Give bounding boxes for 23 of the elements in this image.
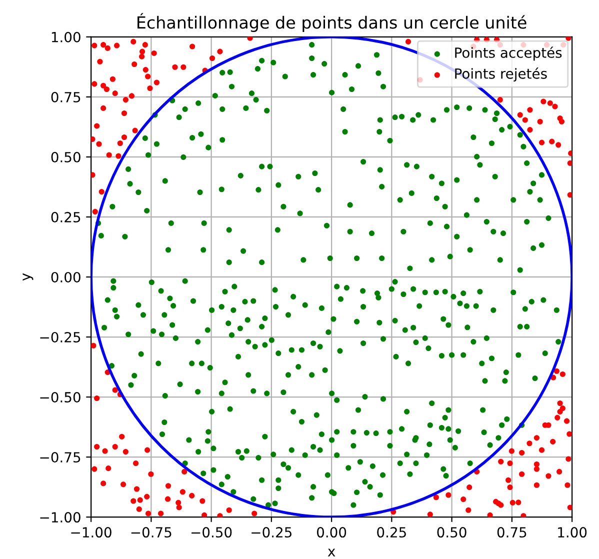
- x-tick-label: 0.50: [437, 527, 466, 538]
- x-tick-label: 0.75: [497, 527, 526, 538]
- y-tick-label: 0.00: [51, 272, 80, 282]
- y-tick-label: 0.25: [51, 212, 80, 222]
- x-tick-label: −0.50: [191, 527, 232, 538]
- legend-label: Points acceptés: [455, 46, 562, 61]
- x-tick-label: −0.25: [252, 527, 292, 538]
- y-tick-label: −0.50: [40, 392, 80, 403]
- x-tick-label: 0.00: [317, 527, 346, 538]
- y-tick-label: −0.75: [40, 452, 80, 463]
- x-tick-label: −0.75: [131, 527, 172, 538]
- x-tick-label: 1.00: [558, 527, 587, 538]
- y-axis-title: y: [22, 273, 34, 281]
- chart-title: Échantillonnage de points dans un cercle unité: [138, 13, 526, 32]
- x-tick-label: −1.00: [71, 527, 112, 538]
- y-tick-label: −1.00: [40, 512, 80, 523]
- y-tick-label: 0.50: [51, 152, 80, 162]
- x-axis-title: x: [328, 548, 336, 556]
- legend-label: Points rejetés: [455, 68, 547, 82]
- y-tick-label: 0.75: [51, 92, 80, 102]
- y-tick-label: 1.00: [52, 32, 80, 42]
- y-tick-label: −0.25: [40, 332, 80, 342]
- x-tick-label: 0.25: [377, 527, 406, 538]
